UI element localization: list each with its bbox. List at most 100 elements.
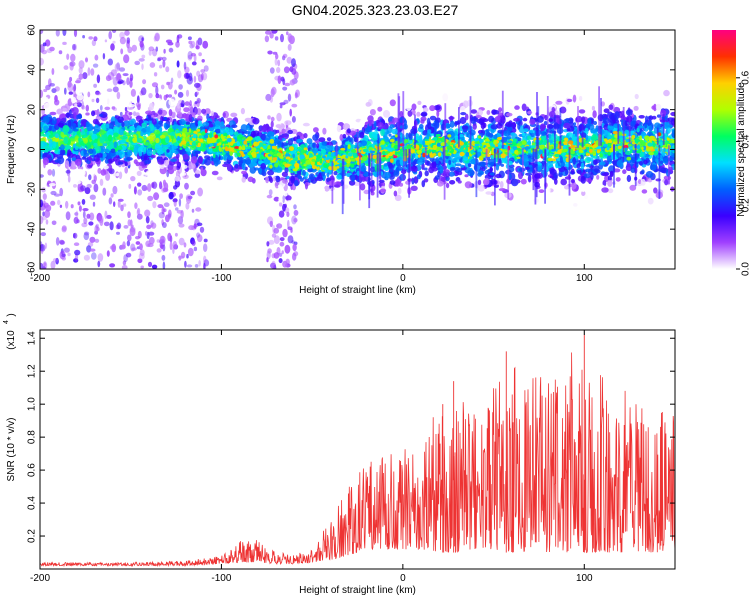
heatmap-cell: [152, 201, 157, 209]
heatmap-cell: [150, 222, 157, 229]
heatmap-cell: [98, 113, 104, 117]
heatmap-cell: [183, 107, 190, 113]
heatmap-cell: [83, 217, 88, 224]
heatmap-cell: [111, 106, 116, 110]
heatmap-cell: [316, 176, 324, 182]
heatmap-cell: [220, 121, 225, 127]
heatmap-cell: [167, 232, 172, 242]
heatmap-cell: [70, 204, 74, 209]
heatmap-cell: [470, 109, 477, 114]
heatmap-cell: [69, 61, 76, 67]
heatmap-cell: [46, 48, 53, 54]
heatmap-cell: [120, 48, 124, 55]
heatmap-cell: [604, 129, 609, 138]
heatmap-cell: [373, 120, 377, 128]
heatmap-cell: [282, 203, 286, 212]
heatmap-cell: [434, 175, 440, 180]
heatmap-cell: [416, 111, 421, 117]
heatmap-cell: [133, 159, 138, 165]
heatmap-cell: [580, 158, 584, 162]
heatmap-cell: [51, 168, 56, 177]
heatmap-cell: [185, 121, 191, 125]
heatmap-cell: [93, 36, 98, 42]
heatmap-cell: [655, 103, 662, 111]
heatmap-cell: [136, 95, 140, 104]
heatmap-cell: [270, 116, 275, 122]
heatmap-cell: [175, 41, 180, 48]
heatmap-cell: [271, 260, 276, 269]
heatmap-cell: [511, 178, 519, 187]
heatmap-cell: [421, 111, 428, 117]
heatmap-cell: [304, 181, 309, 190]
heatmap-cell: [190, 190, 196, 196]
heatmap-cell: [321, 171, 325, 177]
heatmap-cell: [59, 239, 65, 245]
heatmap-cell: [584, 194, 589, 200]
heatmap-cell: [185, 202, 190, 210]
heatmap-cell: [454, 130, 458, 137]
heatmap-cell: [44, 242, 48, 249]
heatmap-cell: [59, 204, 63, 208]
heatmap-cell: [280, 76, 285, 82]
heatmap-cell: [442, 93, 449, 102]
heatmap-cell: [200, 167, 204, 172]
heatmap-cell: [293, 209, 299, 216]
heatmap-cell: [110, 43, 115, 51]
heatmap-cell: [279, 241, 285, 247]
heatmap-cell: [616, 152, 622, 158]
heatmap-cell: [122, 260, 127, 266]
heatmap-cell: [75, 210, 79, 220]
heatmap-cell: [286, 200, 293, 208]
heatmap-cell: [303, 133, 308, 139]
heatmap-cell: [650, 164, 657, 171]
heatmap-cell: [273, 235, 280, 245]
heatmap-cell: [72, 86, 76, 92]
heatmap-cell: [176, 161, 182, 169]
heatmap-cell: [526, 94, 531, 101]
heatmap-cell: [203, 65, 209, 72]
heatmap-cell: [119, 136, 128, 140]
heatmap-cell: [166, 81, 171, 86]
heatmap-cell: [269, 177, 274, 184]
heatmap-cell: [281, 250, 284, 255]
heatmap-cell: [92, 63, 99, 68]
heatmap-cell: [454, 163, 462, 167]
heatmap-cell: [560, 178, 567, 186]
heatmap-cell: [462, 100, 469, 109]
heatmap-cell: [135, 112, 140, 117]
heatmap-cell: [134, 202, 138, 209]
heatmap-cell: [137, 103, 141, 111]
heatmap-cell: [227, 163, 232, 172]
heatmap-cell: [127, 151, 133, 156]
heatmap-cell: [80, 185, 86, 192]
heatmap-cell: [40, 199, 44, 208]
heatmap-cell: [247, 176, 254, 183]
heatmap-cell: [86, 245, 92, 253]
heatmap-cell: [577, 85, 585, 90]
heatmap-cell: [420, 116, 427, 122]
heatmap-cell: [97, 253, 104, 262]
heatmap-cell: [83, 254, 90, 261]
heatmap-cell: [62, 41, 67, 46]
heatmap-cell: [178, 84, 183, 90]
heatmap-cell: [270, 120, 274, 128]
heatmap-cell: [293, 143, 298, 149]
heatmap-cell: [505, 121, 512, 128]
heatmap-cell: [210, 110, 214, 117]
heatmap-cell: [359, 119, 364, 128]
heatmap-cell: [523, 128, 529, 133]
heatmap-cell: [273, 227, 280, 234]
heatmap-cell: [278, 196, 283, 203]
heatmap-cell: [641, 169, 645, 174]
heatmap-cell: [72, 143, 76, 147]
heatmap-cell: [51, 68, 55, 75]
heatmap-cell: [174, 232, 178, 237]
heatmap-cell: [42, 157, 50, 166]
heatmap-cell: [336, 174, 342, 180]
heatmap-cell: [196, 70, 201, 77]
heatmap-cell: [539, 123, 546, 132]
heatmap-cell: [187, 36, 192, 40]
heatmap-cell: [40, 244, 44, 252]
heatmap-cell: [548, 95, 552, 99]
